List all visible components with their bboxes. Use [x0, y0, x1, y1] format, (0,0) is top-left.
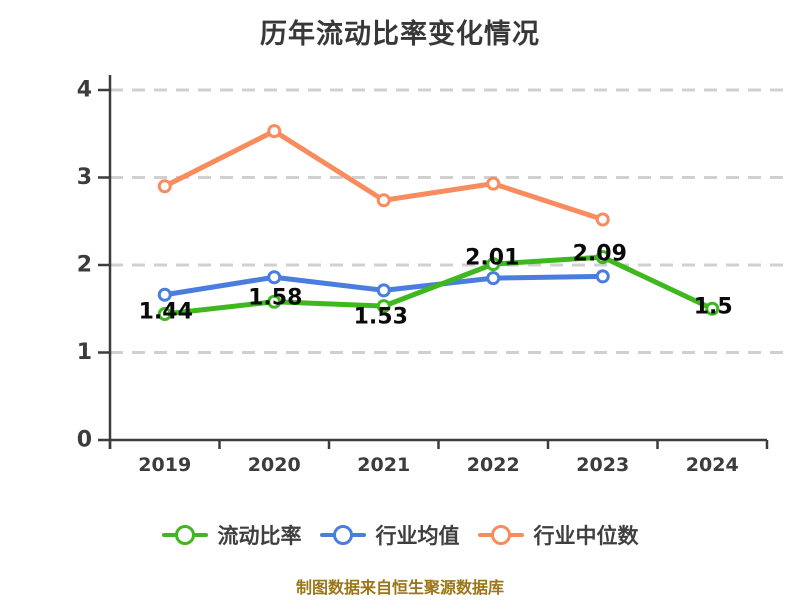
y-tick-label: 3	[77, 165, 92, 190]
x-tick-label: 2019	[138, 454, 191, 476]
data-point-industry-median	[157, 179, 172, 194]
legend-item-current-ratio[interactable]: 流动比率	[161, 520, 302, 550]
y-tick-label: 1	[77, 340, 92, 365]
x-tick-label: 2022	[467, 454, 520, 476]
data-point-industry-median	[376, 193, 391, 208]
legend-item-industry-average[interactable]: 行业均值	[319, 520, 460, 550]
data-point-current-ratio	[486, 257, 501, 272]
data-label-current-ratio: 1.5	[694, 294, 733, 319]
data-point-industry-average	[486, 271, 501, 286]
x-tick-label: 2021	[357, 454, 410, 476]
data-label-current-ratio: 2.01	[465, 246, 519, 271]
legend-marker-current-ratio-icon	[161, 523, 208, 547]
y-tick-label: 4	[77, 78, 92, 103]
legend-label-industry-average: 行业均值	[375, 524, 460, 548]
legend-label-current-ratio: 流动比率	[217, 524, 302, 548]
data-point-industry-median	[486, 176, 501, 191]
data-point-industry-average	[376, 283, 391, 298]
series-line-current-ratio	[162, 254, 715, 317]
data-point-current-ratio	[376, 299, 391, 314]
data-label-current-ratio: 1.44	[139, 300, 193, 325]
x-tick-label: 2023	[576, 454, 629, 476]
data-label-current-ratio: 1.58	[248, 285, 302, 310]
legend-label-industry-median: 行业中位数	[533, 524, 639, 548]
data-point-current-ratio	[595, 250, 610, 265]
data-point-current-ratio	[157, 307, 172, 321]
data-point-current-ratio	[705, 301, 720, 316]
data-point-industry-median	[267, 124, 282, 139]
data-source-note: 制图数据来自恒生聚源数据库	[295, 578, 504, 597]
legend-marker-industry-median-icon	[477, 523, 524, 547]
data-label-current-ratio: 2.09	[573, 242, 627, 267]
y-tick-label: 2	[77, 253, 92, 278]
x-tick-label: 2024	[686, 454, 739, 476]
line-chart-plot: 0 1 2 3 4 2019 2020 2021 2022 2023 2024 1.44 1.58 1.5…	[77, 75, 785, 476]
legend-marker-industry-average-icon	[319, 523, 366, 547]
chart-title: 历年流动比率变化情况	[260, 19, 540, 50]
data-point-industry-average	[595, 269, 610, 284]
x-tick-label: 2020	[248, 454, 301, 476]
data-point-industry-average	[157, 287, 172, 302]
legend-item-industry-median[interactable]: 行业中位数	[477, 520, 639, 550]
y-tick-label: 0	[77, 428, 92, 453]
data-point-current-ratio	[267, 294, 282, 309]
data-label-current-ratio: 1.53	[354, 305, 408, 330]
chart-legend: 流动比率 行业均值 行业中位数	[0, 520, 800, 550]
data-point-industry-average	[267, 270, 282, 285]
data-point-industry-median	[595, 212, 610, 227]
